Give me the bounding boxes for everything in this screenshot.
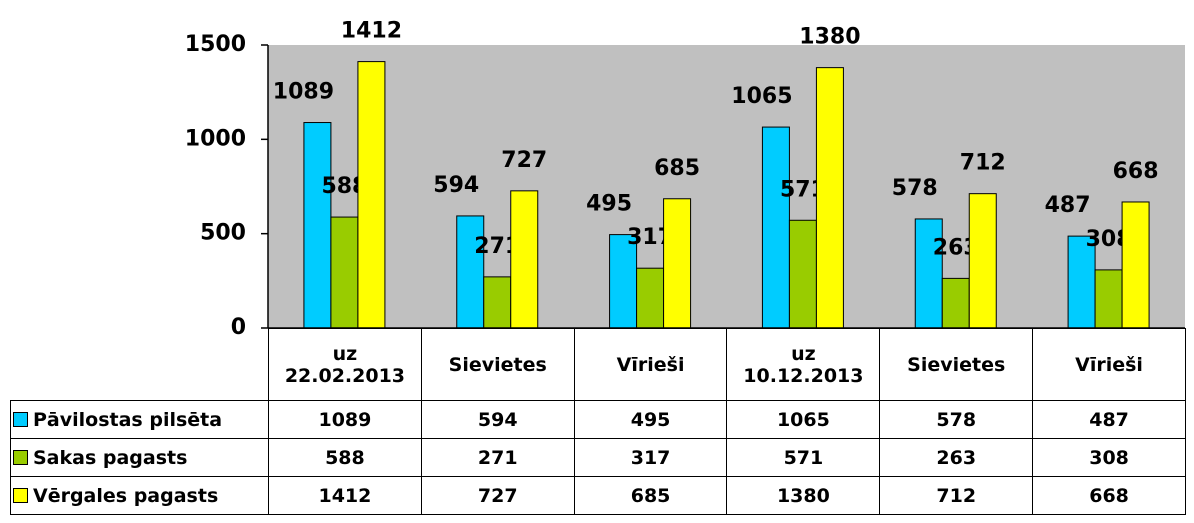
bar [330, 216, 359, 329]
table-value: 712 [879, 476, 1034, 515]
category-label: Sievietes [879, 328, 1034, 401]
y-tick-label: 1000 [185, 126, 246, 151]
table-row: Vērgales pagasts 1412 727 685 1380 712 668 [10, 476, 1186, 515]
bar [1094, 269, 1123, 329]
legend-swatch [13, 487, 28, 503]
table-value: 1089 [268, 400, 422, 439]
table-corner [11, 329, 269, 401]
bar [788, 219, 817, 329]
y-tick-label: 500 [200, 221, 246, 246]
bar [510, 190, 539, 329]
bar [357, 61, 386, 329]
data-label: 1412 [341, 19, 402, 44]
table-row: Sakas pagasts 588 271 317 571 263 308 [10, 438, 1186, 477]
data-label: 495 [586, 192, 632, 217]
legend-label: Sakas pagasts [33, 446, 188, 469]
y-tick-label: 0 [231, 315, 246, 340]
bar [663, 198, 692, 329]
bar [1067, 235, 1096, 329]
data-label: 1380 [799, 25, 860, 50]
bar [456, 215, 485, 329]
table-header-row: uz 22.02.2013 Sievietes Vīrieši uz 10.12.20… [11, 328, 1186, 401]
data-label: 685 [654, 156, 700, 181]
bar [609, 234, 638, 329]
legend-swatch [13, 449, 28, 465]
bar [761, 126, 790, 329]
table-value: 317 [573, 438, 728, 477]
category-label: Vīrieši [1032, 328, 1186, 401]
legend-label: Vērgales pagasts [33, 484, 219, 507]
data-label: 578 [892, 176, 938, 201]
data-label: 1089 [273, 80, 334, 105]
data-label: 1065 [731, 84, 792, 109]
legend-swatch [13, 411, 28, 427]
data-label: 727 [501, 148, 547, 173]
category-label: uz 10.12.2013 [726, 328, 881, 401]
bar [941, 277, 970, 329]
data-label: 668 [1113, 159, 1159, 184]
table-value: 1380 [726, 476, 881, 515]
table-value: 594 [420, 400, 575, 439]
bar [815, 67, 844, 329]
table-value: 571 [726, 438, 881, 477]
category-label: Vīrieši [573, 328, 728, 401]
table-value: 487 [1032, 400, 1186, 439]
table-value: 588 [268, 438, 422, 477]
category-label: Sievietes [420, 328, 575, 401]
legend-item: Sakas pagasts [10, 438, 269, 477]
table-value: 727 [420, 476, 575, 515]
table-value: 263 [879, 438, 1034, 477]
data-table: uz 22.02.2013 Sievietes Vīrieši uz 10.12.20… [10, 328, 1186, 515]
table-value: 578 [879, 400, 1034, 439]
legend-label: Pāvilostas pilsēta [33, 408, 223, 431]
legend-item: Vērgales pagasts [10, 476, 269, 515]
table-value: 1065 [726, 400, 881, 439]
table-value: 308 [1032, 438, 1186, 477]
category-label: uz 22.02.2013 [268, 328, 422, 401]
table-row: Pāvilostas pilsēta 1089 594 495 1065 578 487 [10, 400, 1186, 439]
legend-item: Pāvilostas pilsēta [10, 400, 269, 439]
table-value: 271 [420, 438, 575, 477]
table-value: 668 [1032, 476, 1186, 515]
bar [303, 122, 332, 329]
bar [968, 193, 997, 329]
table-value: 1412 [268, 476, 422, 515]
data-label: 487 [1045, 193, 1091, 218]
table-value: 685 [573, 476, 728, 515]
plot-area [268, 45, 1185, 328]
data-label: 712 [960, 151, 1006, 176]
y-tick-label: 1500 [185, 32, 246, 57]
bar [1121, 201, 1150, 329]
data-label: 594 [433, 173, 479, 198]
bar [483, 276, 512, 329]
table-value: 495 [573, 400, 728, 439]
bar [636, 267, 665, 329]
